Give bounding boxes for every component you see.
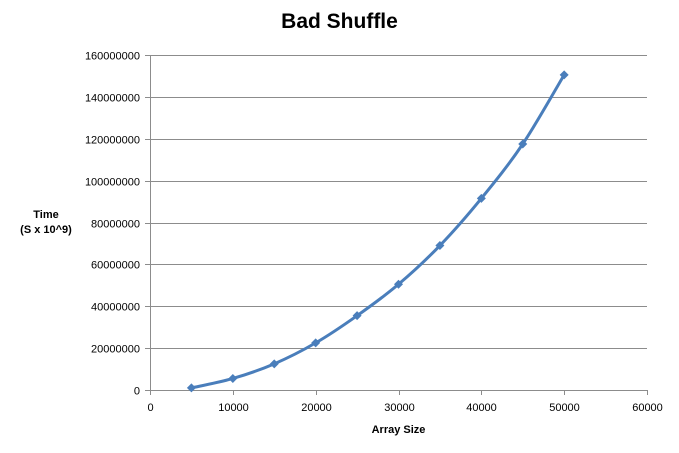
y-tick-label: 60000000	[91, 260, 140, 272]
chart-title: Bad Shuffle	[281, 10, 398, 33]
x-tick-label: 10000	[218, 402, 249, 414]
data-point-marker	[394, 279, 403, 289]
y-tick-label: 140000000	[85, 93, 140, 105]
data-point-marker	[311, 338, 321, 348]
data-point-marker	[228, 373, 238, 383]
series-layer	[186, 70, 569, 393]
y-tick-label: 40000000	[91, 302, 140, 314]
data-point-marker	[559, 70, 569, 80]
y-tick-label: 100000000	[85, 177, 140, 189]
x-tick-label: 40000	[466, 402, 497, 414]
data-point-marker	[518, 139, 528, 149]
x-axis-label: Array Size	[371, 424, 426, 436]
grid-layer	[150, 55, 647, 349]
y-tick-label: 160000000	[85, 51, 140, 63]
y-axis-label-line-2: (S x 10^9)	[20, 224, 72, 236]
series-line	[191, 74, 566, 390]
x-tick-label: 60000	[632, 402, 663, 414]
data-point-marker	[269, 359, 279, 369]
data-point-marker	[476, 193, 486, 203]
data-point-marker	[435, 241, 445, 251]
axis-layer	[145, 55, 648, 395]
y-axis-label-line-1: Time	[33, 209, 59, 221]
y-tick-label: 0	[134, 386, 140, 398]
x-tick-label: 0	[147, 402, 153, 414]
data-point-marker	[352, 311, 362, 321]
x-tick-label: 50000	[549, 402, 580, 414]
x-tick-label: 30000	[384, 402, 415, 414]
y-tick-label: 120000000	[85, 135, 140, 147]
data-point-marker	[186, 383, 196, 393]
tick-label-layer: 0 20000000 40000000 60000000 80000000 1000000…	[85, 51, 663, 415]
y-tick-label: 20000000	[91, 344, 140, 356]
y-tick-label: 80000000	[91, 219, 140, 231]
y-axis-label: Time (S x 10^9)	[14, 208, 78, 238]
x-tick-label: 20000	[301, 402, 332, 414]
